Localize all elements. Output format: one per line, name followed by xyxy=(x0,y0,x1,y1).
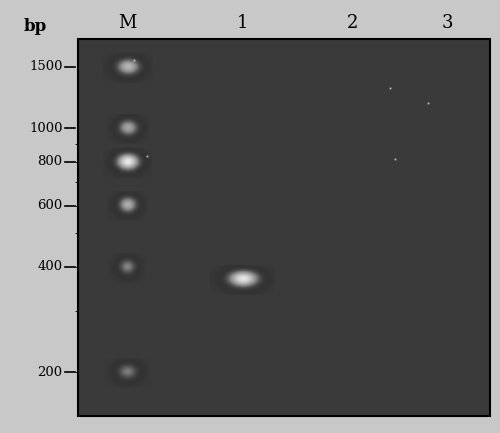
Text: bp: bp xyxy=(24,18,46,35)
Text: 200: 200 xyxy=(38,365,62,378)
Text: 1500: 1500 xyxy=(29,60,62,73)
Text: 400: 400 xyxy=(38,261,62,274)
Text: 600: 600 xyxy=(37,199,62,212)
Text: 800: 800 xyxy=(38,155,62,168)
Text: 3: 3 xyxy=(442,14,453,32)
Text: 2: 2 xyxy=(347,14,358,32)
Text: M: M xyxy=(118,14,136,32)
Text: 1: 1 xyxy=(237,14,248,32)
Text: 1000: 1000 xyxy=(29,122,62,135)
